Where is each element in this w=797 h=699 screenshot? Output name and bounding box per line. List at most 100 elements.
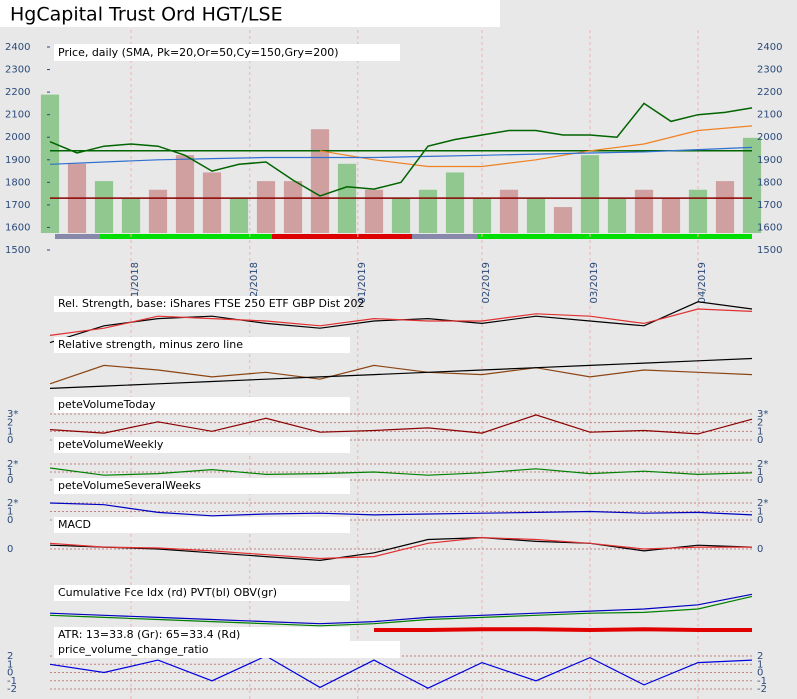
- signal-strip: [55, 234, 100, 239]
- series-line: [49, 414, 753, 435]
- y-tick-label: 2000: [757, 132, 782, 143]
- volume-bar: [607, 198, 627, 233]
- volume-bar: [256, 181, 276, 233]
- y-tick-label: 2200: [757, 87, 782, 98]
- series-line: [49, 308, 753, 336]
- series-line: [49, 593, 753, 625]
- volume-bar: [283, 181, 303, 233]
- volume-bar: [418, 189, 438, 233]
- y-tick-label: 0: [7, 544, 13, 555]
- volume-bar: [364, 189, 384, 233]
- volume-bar: [472, 198, 492, 233]
- volume-bar: [391, 198, 411, 233]
- volume-bar: [229, 198, 249, 233]
- y-tick-label: 2: [757, 418, 763, 429]
- y-tick-label: 0: [7, 435, 13, 446]
- volume-bar: [121, 198, 141, 233]
- volume-bar: [553, 207, 573, 233]
- volume-bar: [661, 198, 681, 233]
- y-tick-label: 2100: [5, 110, 30, 121]
- signal-strip: [272, 234, 412, 239]
- y-tick-label: 0: [7, 515, 13, 526]
- y-tick-label: 3*: [757, 409, 768, 420]
- y-tick-label: 1: [757, 426, 763, 437]
- y-tick-label: 1: [757, 507, 763, 518]
- y-tick-label: 0: [757, 475, 763, 486]
- title-box: [54, 478, 350, 494]
- y-tick-label: 0: [757, 668, 763, 679]
- y-tick-label: 1500: [5, 245, 30, 256]
- y-tick-label: -1: [7, 676, 17, 687]
- series-line: [374, 627, 752, 633]
- volume-bar: [688, 189, 708, 233]
- y-tick-label: -2: [7, 684, 17, 695]
- y-tick-label: 1: [7, 659, 13, 670]
- title-box: [54, 517, 350, 533]
- y-tick-label: 2*: [757, 498, 768, 509]
- y-tick-label: 1800: [5, 177, 30, 188]
- y-tick-label: 2200: [5, 87, 30, 98]
- y-tick-label: 1: [7, 467, 13, 478]
- y-tick-label: 1900: [5, 155, 30, 166]
- y-tick-label: 3*: [7, 409, 18, 420]
- series-line: [49, 502, 753, 517]
- panel-title: Relative strength, minus zero line: [58, 338, 243, 351]
- y-tick-label: 2: [7, 418, 13, 429]
- x-tick-label: 03/2019: [589, 262, 600, 304]
- panel-subtitle: Price, daily (SMA, Pk=20,Or=50,Cy=150,Gr…: [58, 46, 339, 59]
- title-box: [54, 585, 350, 601]
- volume-bar: [580, 155, 600, 233]
- y-tick-label: 2400: [5, 42, 30, 53]
- volume-bar: [148, 189, 168, 233]
- y-tick-label: 2300: [757, 65, 782, 76]
- panel-subtitle: price_volume_change_ratio: [58, 643, 209, 656]
- x-tick-label: 11/2018: [130, 262, 141, 304]
- volume-bar: [526, 198, 546, 233]
- y-tick-label: 0: [757, 435, 763, 446]
- y-tick-label: 1700: [5, 200, 30, 211]
- y-tick-label: 0: [757, 544, 763, 555]
- volume-bar: [634, 189, 654, 233]
- chart-title: HgCapital Trust Ord HGT/LSE: [10, 4, 283, 26]
- x-tick-label: 12/2018: [249, 262, 260, 304]
- title-box: [0, 0, 500, 27]
- series-line: [49, 536, 752, 560]
- series-line: [49, 364, 753, 385]
- y-tick-label: 1500: [757, 245, 782, 256]
- series-line: [49, 595, 753, 627]
- y-tick-label: 1900: [757, 155, 782, 166]
- series-line: [49, 655, 753, 689]
- y-tick-label: 2*: [757, 459, 768, 470]
- y-tick-label: 0: [7, 475, 13, 486]
- y-tick-label: 0: [7, 668, 13, 679]
- title-box: [54, 296, 350, 312]
- volume-bar: [715, 181, 735, 233]
- volume-bar: [94, 181, 114, 233]
- y-tick-label: -2: [757, 684, 767, 695]
- x-tick-label: 04/2019: [697, 262, 708, 304]
- x-tick-label: 01/2019: [357, 262, 368, 304]
- title-box: [54, 397, 350, 413]
- y-tick-label: 1: [757, 659, 763, 670]
- volume-bar: [310, 129, 330, 233]
- volume-bar: [175, 155, 195, 233]
- y-tick-label: 0: [757, 515, 763, 526]
- title-box: [54, 337, 350, 353]
- panel-title: peteVolumeSeveralWeeks: [58, 479, 201, 492]
- panel-title: Cumulative Fce Idx (rd) PVT(bl) OBV(gr): [58, 586, 277, 599]
- series-line: [49, 146, 753, 165]
- y-tick-label: 2: [757, 651, 763, 662]
- panel-title: peteVolumeWeekly: [58, 438, 164, 451]
- series-line: [49, 357, 753, 389]
- y-tick-label: 1600: [757, 222, 782, 233]
- y-tick-label: 2400: [757, 42, 782, 53]
- y-tick-label: 1: [757, 467, 763, 478]
- panel-title: ATR: 13=33.8 (Gr): 65=33.4 (Rd): [58, 628, 240, 641]
- series-line: [49, 467, 753, 476]
- y-tick-label: 1600: [5, 222, 30, 233]
- signal-strip: [412, 234, 477, 239]
- y-tick-label: 2: [7, 651, 13, 662]
- x-tick-label: 02/2019: [481, 262, 492, 304]
